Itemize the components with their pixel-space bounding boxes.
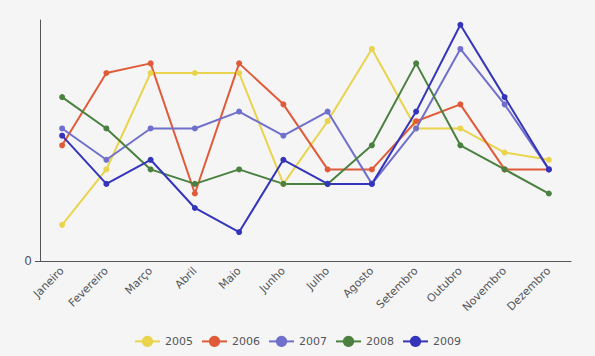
svg-text:Maio: Maio (216, 264, 244, 292)
svg-text:2008: 2008 (366, 335, 394, 348)
svg-text:Setembro: Setembro (374, 264, 421, 311)
svg-text:Março: Março (123, 264, 156, 297)
svg-text:Outubro: Outubro (424, 264, 465, 305)
svg-text:Novembro: Novembro (460, 264, 510, 314)
svg-text:Abril: Abril (173, 264, 200, 291)
svg-text:Agosto: Agosto (340, 264, 376, 300)
svg-text:0: 0 (24, 254, 32, 268)
svg-text:Janeiro: Janeiro (30, 264, 67, 301)
svg-text:2005: 2005 (165, 335, 193, 348)
svg-text:2009: 2009 (433, 335, 461, 348)
svg-text:Dezembro: Dezembro (504, 264, 553, 313)
svg-text:Julho: Julho (303, 264, 332, 293)
svg-text:2006: 2006 (232, 335, 260, 348)
svg-text:Fevereiro: Fevereiro (66, 264, 111, 309)
svg-text:Junho: Junho (256, 264, 288, 296)
svg-text:2007: 2007 (299, 335, 327, 348)
